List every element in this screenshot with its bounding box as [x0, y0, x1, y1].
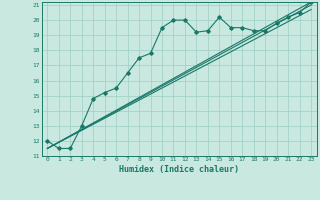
X-axis label: Humidex (Indice chaleur): Humidex (Indice chaleur)	[119, 165, 239, 174]
